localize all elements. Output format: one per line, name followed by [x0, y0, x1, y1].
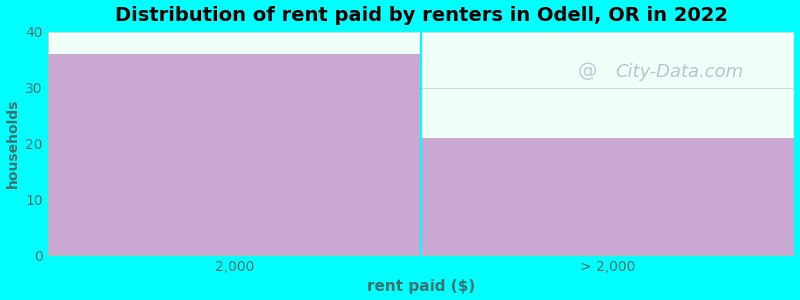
X-axis label: rent paid ($): rent paid ($) [367, 279, 475, 294]
Bar [47, 54, 421, 255]
Title: Distribution of rent paid by renters in Odell, OR in 2022: Distribution of rent paid by renters in … [114, 6, 727, 25]
Text: City-Data.com: City-Data.com [615, 63, 743, 81]
Bar [421, 138, 794, 255]
Text: @: @ [578, 62, 598, 81]
Y-axis label: households: households [6, 99, 19, 188]
